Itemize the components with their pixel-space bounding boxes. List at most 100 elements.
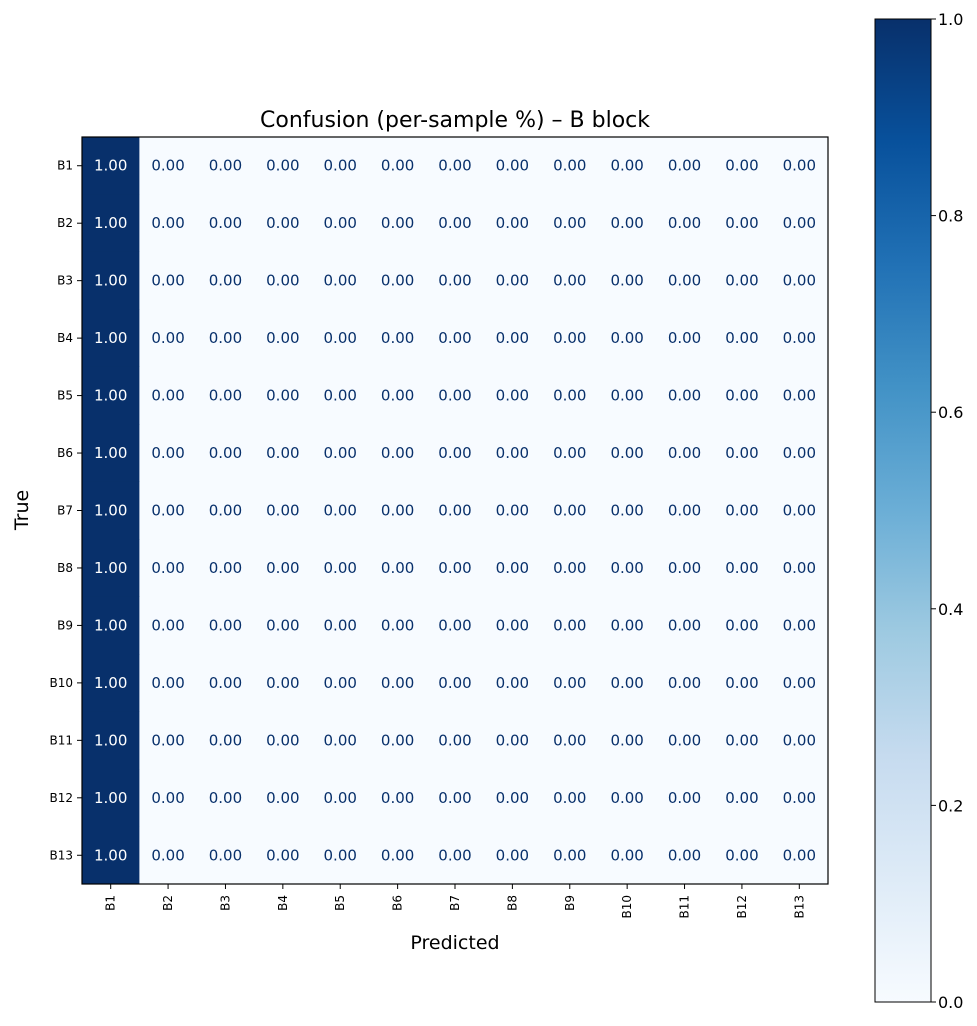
heatmap-cell-label: 0.00 — [324, 559, 357, 577]
colorbar-ticks: 0.0 0.2 0.4 0.6 0.8 1.0 — [931, 10, 963, 1012]
heatmap-cell-label: 0.00 — [783, 789, 816, 807]
heatmap-cell-label: 0.00 — [725, 502, 758, 520]
heatmap-cell — [770, 769, 829, 828]
heatmap-cell-label: 0.00 — [266, 157, 299, 175]
heatmap-cell-label: 0.00 — [610, 502, 643, 520]
heatmap-cell-labels: 1.00 0.00 0.00 0.00 0.00 0.00 0.00 0.00 0.00 0.00… — [94, 157, 816, 865]
heatmap-cell-label: 0.00 — [324, 674, 357, 692]
heatmap-cell-label: 0.00 — [553, 616, 586, 634]
heatmap-cell-label: 0.00 — [209, 272, 242, 290]
heatmap-cell — [770, 137, 829, 195]
heatmap-cell — [770, 654, 829, 713]
heatmap-cell-label: 0.00 — [668, 502, 701, 520]
heatmap-cell — [655, 481, 714, 540]
heatmap-cell-label: 0.00 — [324, 387, 357, 405]
heatmap-cell — [541, 366, 599, 425]
heatmap-cell-label: 1.00 — [94, 674, 127, 692]
heatmap-cell-label: 0.00 — [209, 329, 242, 347]
heatmap-cell — [196, 424, 255, 483]
heatmap-cell-label: 0.00 — [381, 157, 414, 175]
heatmap-cell — [368, 596, 427, 655]
heatmap-cell-label: 0.00 — [725, 846, 758, 864]
heatmap-cell — [82, 137, 140, 195]
heatmap-cell — [254, 424, 313, 483]
heatmap-cell — [368, 826, 427, 885]
heatmap-cell-label: 0.00 — [438, 272, 471, 290]
heatmap-cell-label: 0.00 — [553, 731, 586, 749]
heatmap-cell — [713, 654, 772, 713]
heatmap-cell — [426, 711, 485, 770]
y-tick-label: B3 — [57, 274, 73, 288]
heatmap-cell-label: 0.00 — [381, 789, 414, 807]
heatmap-cell-label: 0.00 — [381, 387, 414, 405]
heatmap-cell — [196, 826, 255, 885]
heatmap-cell — [483, 654, 542, 713]
heatmap-cell-label: 0.00 — [725, 387, 758, 405]
heatmap-cell — [483, 769, 542, 828]
heatmap-cell-label: 0.00 — [438, 616, 471, 634]
heatmap-cell-label: 0.00 — [266, 214, 299, 232]
heatmap-cell-label: 0.00 — [610, 272, 643, 290]
heatmap-cell-label: 0.00 — [209, 214, 242, 232]
heatmap-cell-label: 0.00 — [496, 444, 529, 462]
x-tick-label: B4 — [276, 895, 290, 911]
heatmap-cell-label: 0.00 — [668, 387, 701, 405]
heatmap-cell — [139, 539, 198, 598]
heatmap-cell — [139, 654, 198, 713]
heatmap-cell-label: 0.00 — [496, 329, 529, 347]
heatmap-cell — [311, 481, 370, 540]
heatmap-cell — [541, 194, 599, 253]
heatmap-cell-label: 0.00 — [151, 329, 184, 347]
heatmap-cell-label: 0.00 — [381, 616, 414, 634]
heatmap-cell — [713, 424, 772, 483]
heatmap-cell-label: 0.00 — [438, 502, 471, 520]
heatmap-cell-label: 0.00 — [553, 387, 586, 405]
heatmap-cell-label: 0.00 — [266, 846, 299, 864]
heatmap-cell-label: 0.00 — [266, 674, 299, 692]
heatmap-cell — [713, 251, 772, 310]
heatmap-cell-label: 0.00 — [668, 731, 701, 749]
heatmap-cell-label: 0.00 — [209, 444, 242, 462]
heatmap-cell-label: 0.00 — [381, 329, 414, 347]
heatmap-cell-label: 0.00 — [496, 789, 529, 807]
heatmap-cell — [541, 769, 599, 828]
heatmap-cell-label: 0.00 — [381, 444, 414, 462]
heatmap-cell — [196, 654, 255, 713]
heatmap-cell-label: 0.00 — [725, 329, 758, 347]
heatmap-cell-label: 0.00 — [725, 616, 758, 634]
heatmap-cell — [426, 826, 485, 885]
y-tick-label: B9 — [57, 618, 73, 632]
y-tick-label: B7 — [57, 504, 73, 518]
heatmap-cell — [598, 539, 657, 598]
heatmap-cell-label: 0.00 — [438, 214, 471, 232]
heatmap-cell — [713, 769, 772, 828]
heatmap-cell — [426, 481, 485, 540]
heatmap-cell-label: 0.00 — [610, 157, 643, 175]
colorbar-tick-label: 0.0 — [938, 993, 963, 1012]
y-tick-label: B8 — [57, 561, 73, 575]
heatmap-cell — [82, 481, 140, 540]
heatmap-cell — [483, 366, 542, 425]
heatmap-cell-label: 0.00 — [266, 502, 299, 520]
heatmap-cell — [139, 309, 198, 368]
heatmap-cell-label: 0.00 — [725, 731, 758, 749]
heatmap-cell-label: 0.00 — [668, 846, 701, 864]
heatmap-cell-label: 0.00 — [324, 846, 357, 864]
heatmap-cells — [82, 137, 829, 885]
heatmap-cell-label: 0.00 — [668, 674, 701, 692]
heatmap-cell-label: 0.00 — [610, 387, 643, 405]
heatmap-cell-label: 0.00 — [783, 157, 816, 175]
colorbar-tick-label: 0.6 — [938, 403, 963, 422]
heatmap-cell-label: 0.00 — [610, 559, 643, 577]
chart-title: Confusion (per-sample %) – B block — [260, 108, 650, 133]
heatmap-cell — [713, 711, 772, 770]
y-tick-label: B12 — [49, 791, 73, 805]
heatmap-cell — [82, 366, 140, 425]
heatmap-cell — [254, 137, 313, 195]
heatmap-cell — [196, 481, 255, 540]
heatmap-cell — [254, 194, 313, 253]
heatmap-cell-label: 0.00 — [496, 731, 529, 749]
heatmap-cell-label: 1.00 — [94, 789, 127, 807]
heatmap-cell-label: 0.00 — [209, 846, 242, 864]
heatmap-cell — [426, 251, 485, 310]
